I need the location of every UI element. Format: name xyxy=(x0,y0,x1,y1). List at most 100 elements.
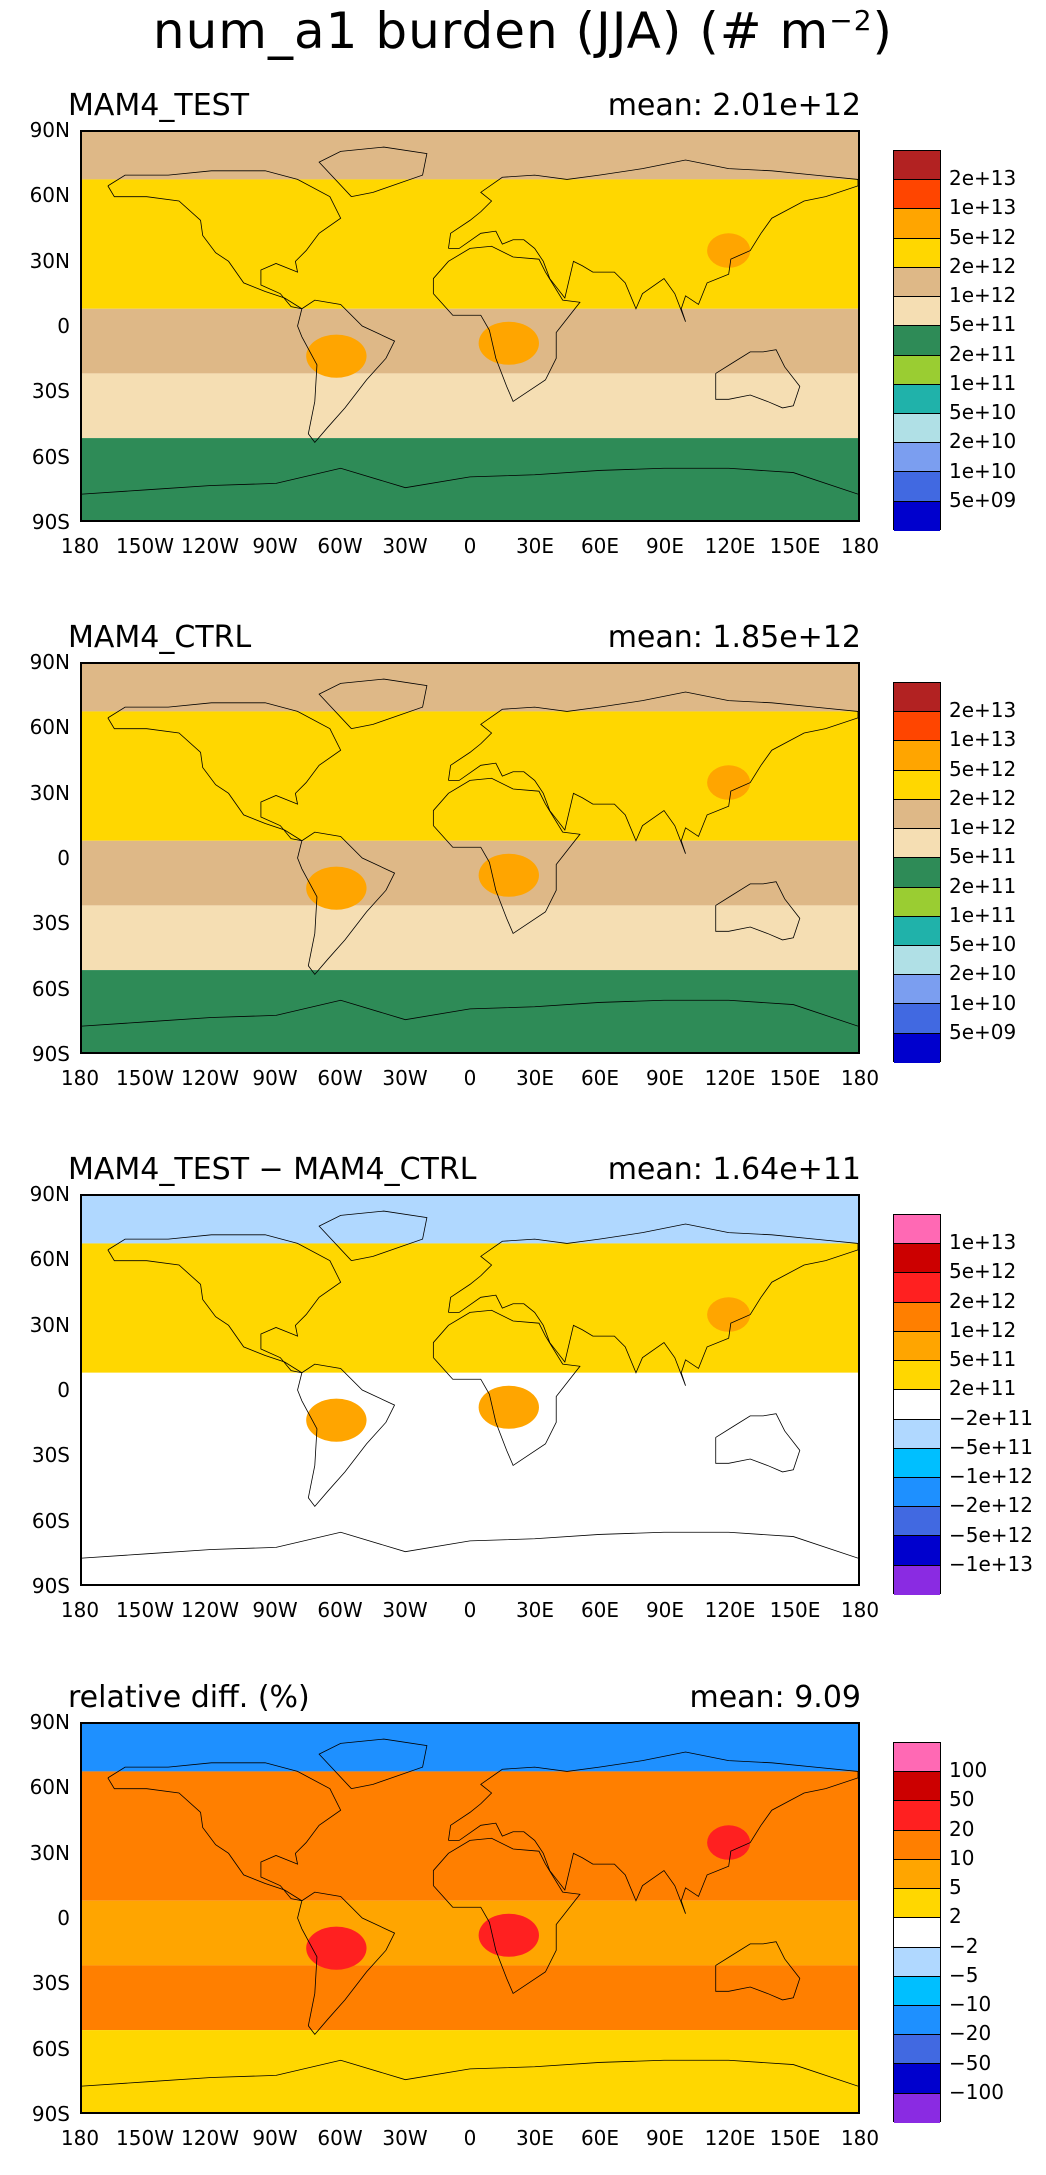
colorbar-swatch xyxy=(894,712,940,742)
colorbar-swatch xyxy=(894,2093,940,2123)
lon-tick-label: 180 xyxy=(840,2126,880,2150)
field-band-north xyxy=(82,664,858,712)
lat-tick-label: 90S xyxy=(31,1042,70,1066)
colorbar-label: −20 xyxy=(949,2021,992,2046)
colorbar-label: 2e+12 xyxy=(949,785,1017,810)
lon-tick-label: 0 xyxy=(463,534,477,558)
coastline xyxy=(716,882,800,940)
colorbar-label: 5e+11 xyxy=(949,312,1017,337)
panel-title: relative diff. (%) xyxy=(68,1680,310,1715)
field-hotspot-south-america xyxy=(306,866,367,910)
map-area xyxy=(80,1722,860,2114)
lon-tick-label: 90E xyxy=(645,2126,685,2150)
colorbar-label: 5e+09 xyxy=(949,1019,1017,1044)
lon-tick-label: 180 xyxy=(840,1066,880,1090)
colorbar-label: 2e+13 xyxy=(949,698,1017,723)
coastline xyxy=(108,1763,341,1901)
lon-tick-label: 0 xyxy=(463,1066,477,1090)
lon-tick-label: 120W xyxy=(181,1598,239,1622)
colorbar-swatch xyxy=(894,975,940,1005)
field-band-south xyxy=(82,905,858,971)
colorbar-label: 5 xyxy=(949,1875,962,1900)
field-band-tropics xyxy=(82,840,858,906)
lon-tick-label: 60E xyxy=(580,1066,620,1090)
field-band-tropics xyxy=(82,1900,858,1966)
colorbar-label: −100 xyxy=(949,2079,1004,2104)
colorbar-swatch xyxy=(894,829,940,859)
lon-tick-label: 30W xyxy=(382,1598,428,1622)
coastline xyxy=(433,778,580,933)
colorbar-swatch xyxy=(894,1390,940,1420)
colorbar-swatch xyxy=(894,2005,940,2036)
lon-tick-label: 90W xyxy=(252,1066,298,1090)
colorbar xyxy=(893,1742,941,2123)
lon-tick-label: 30E xyxy=(515,2126,555,2150)
lon-tick-label: 150E xyxy=(769,1598,821,1622)
field-hotspot-east-asia xyxy=(707,1825,751,1860)
colorbar-swatch xyxy=(894,1033,940,1063)
colorbar-swatch xyxy=(894,1565,940,1595)
colorbar xyxy=(893,682,941,1063)
lon-tick-label: 60W xyxy=(317,1066,363,1090)
colorbar-swatch xyxy=(894,2035,940,2065)
coastline xyxy=(716,1942,800,2000)
colorbar-label: 2e+12 xyxy=(949,253,1017,278)
colorbar-swatch xyxy=(894,267,940,298)
colorbar-swatch xyxy=(894,355,940,385)
lon-tick-label: 150W xyxy=(116,1598,174,1622)
panel-title: MAM4_CTRL xyxy=(68,620,252,655)
colorbar-swatch xyxy=(894,887,940,917)
field-hotspot-south-america xyxy=(306,1398,367,1442)
lon-tick-label: 120W xyxy=(181,2126,239,2150)
field-band-south xyxy=(82,373,858,439)
lon-tick-label: 0 xyxy=(463,2126,477,2150)
field-hotspot-africa xyxy=(478,1385,539,1429)
colorbar-swatch xyxy=(894,472,940,502)
colorbar-label: −2e+11 xyxy=(949,1405,1033,1430)
field-hotspot-africa xyxy=(478,853,539,897)
colorbar-label: 5e+09 xyxy=(949,487,1017,512)
colorbar-label: 1e+12 xyxy=(949,283,1017,308)
coastline xyxy=(82,2060,858,2086)
coastline xyxy=(716,350,800,408)
colorbar-label: 1e+12 xyxy=(949,815,1017,840)
colorbar-label: 5e+12 xyxy=(949,224,1017,249)
lon-tick-label: 180 xyxy=(60,1066,100,1090)
lon-tick-label: 60W xyxy=(317,534,363,558)
lon-tick-label: 120E xyxy=(704,534,756,558)
lon-tick-label: 90E xyxy=(645,1598,685,1622)
lat-tick-label: 90N xyxy=(29,650,70,674)
coastline xyxy=(716,1414,800,1472)
colorbar-swatch xyxy=(894,151,940,181)
lon-tick-label: 60W xyxy=(317,2126,363,2150)
lat-tick-label: 90N xyxy=(29,118,70,142)
field-hotspot-south-america xyxy=(306,1926,367,1970)
colorbar-label: 1e+13 xyxy=(949,195,1017,220)
coastline xyxy=(433,246,580,401)
colorbar-label: 5e+11 xyxy=(949,1347,1017,1372)
colorbar-swatch xyxy=(894,1477,940,1508)
lon-tick-label: 60W xyxy=(317,1598,363,1622)
colorbar-swatch xyxy=(894,1947,940,1977)
map-panel-relative-diff: relative diff. (%) mean: 9.09 90N 60N 30N 0… xyxy=(0,1680,1046,2175)
lat-tick-label: 0 xyxy=(57,846,70,870)
colorbar-label: 1e+10 xyxy=(949,990,1017,1015)
colorbar-label: 1e+13 xyxy=(949,1230,1017,1255)
colorbar-label: 10 xyxy=(949,1845,975,1870)
panel-mean: mean: 1.64e+11 xyxy=(607,1152,861,1187)
lon-tick-label: 90W xyxy=(252,1598,298,1622)
field-hotspot-east-asia xyxy=(707,765,751,800)
lon-tick-label: 90W xyxy=(252,534,298,558)
lon-tick-label: 150W xyxy=(116,2126,174,2150)
lat-tick-label: 30S xyxy=(31,1443,70,1468)
lon-tick-label: 30W xyxy=(382,2126,428,2150)
colorbar-swatch xyxy=(894,741,940,771)
field-band-southern-ocean xyxy=(82,2030,858,2112)
lat-tick-label: 0 xyxy=(57,314,70,338)
colorbar-label: 1e+12 xyxy=(949,1317,1017,1342)
lat-tick-label: 30N xyxy=(29,780,70,805)
coastline xyxy=(82,1532,858,1558)
lon-tick-label: 60E xyxy=(580,534,620,558)
colorbar-label: −10 xyxy=(949,1992,992,2017)
field-band-north xyxy=(82,1724,858,1772)
